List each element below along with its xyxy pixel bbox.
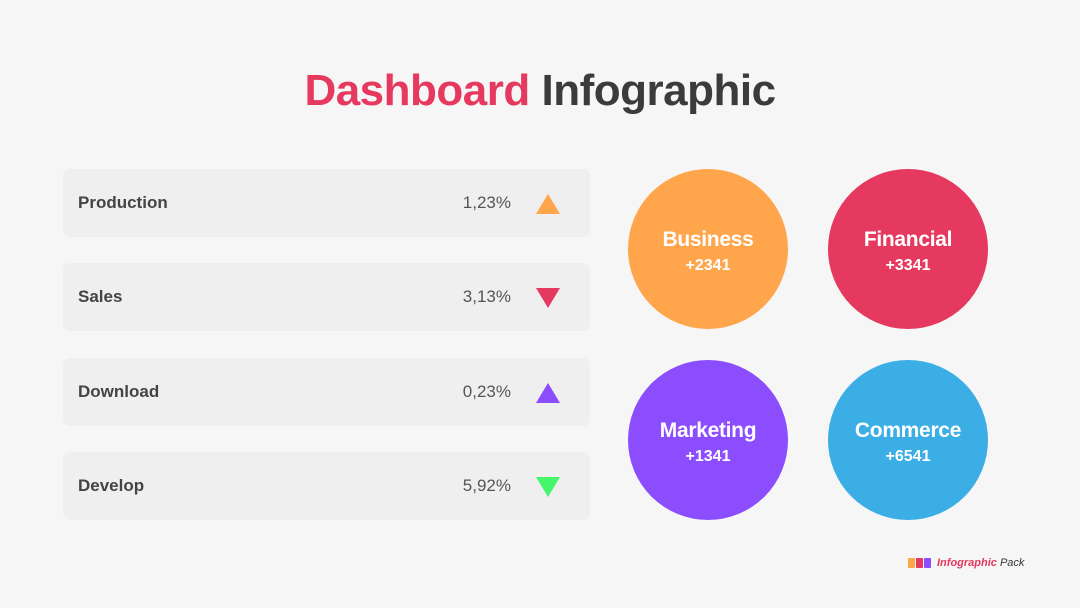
circle-value: +1341 bbox=[685, 448, 731, 465]
circle-name: Commerce bbox=[854, 419, 962, 442]
metric-label: Download bbox=[78, 381, 160, 401]
circle-commerce: Commerce +6541 bbox=[828, 360, 988, 520]
triangle-down-icon bbox=[536, 288, 560, 309]
brand-block bbox=[924, 558, 931, 568]
metric-value: 1,23% bbox=[462, 193, 511, 212]
metric-label: Production bbox=[78, 193, 168, 212]
circle-marketing: Marketing +1341 bbox=[628, 360, 788, 520]
arrow-shape bbox=[536, 194, 560, 214]
title-highlight: Dashboard bbox=[304, 66, 530, 115]
metric-row-sales: Sales 3,13% bbox=[63, 263, 590, 332]
circle-name: Financial bbox=[863, 228, 953, 251]
arrow-shape bbox=[536, 476, 560, 497]
brand-blocks-icon bbox=[908, 558, 931, 568]
title-rest: Infographic bbox=[541, 66, 777, 115]
metric-row-download: Download 0,23% bbox=[63, 357, 590, 426]
circle-value: +3341 bbox=[885, 257, 931, 274]
arrow-shape bbox=[536, 382, 560, 403]
brand-logo: Infographic Pack bbox=[908, 556, 1024, 570]
circle-value: +2341 bbox=[685, 257, 731, 274]
metric-row-production: Production 1,23% bbox=[63, 169, 590, 237]
circle-value: +6541 bbox=[885, 448, 931, 465]
metrics-list: Production 1,23% Sales 3,13% Download 0,… bbox=[63, 169, 590, 546]
circle-name: Marketing bbox=[659, 419, 757, 442]
brand-block bbox=[908, 558, 915, 568]
metric-value: 5,92% bbox=[462, 475, 511, 495]
page-title: Dashboard Infographic bbox=[0, 66, 1080, 116]
circle-business: Business +2341 bbox=[628, 169, 788, 329]
triangle-up-icon bbox=[536, 194, 560, 214]
metric-label: Sales bbox=[78, 287, 123, 307]
brand-name: Infographic bbox=[937, 557, 997, 569]
metric-row-develop: Develop 5,92% bbox=[63, 451, 590, 520]
metric-value: 3,13% bbox=[462, 287, 511, 307]
triangle-down-icon bbox=[536, 476, 560, 497]
metric-label: Develop bbox=[78, 475, 145, 495]
brand-block bbox=[916, 558, 923, 568]
brand-suffix: Pack bbox=[999, 557, 1025, 569]
brand-text: Infographic Pack bbox=[937, 557, 1024, 569]
metric-value: 0,23% bbox=[462, 381, 511, 401]
triangle-up-icon bbox=[536, 382, 560, 403]
circle-name: Business bbox=[662, 228, 754, 251]
arrow-shape bbox=[536, 288, 560, 309]
circle-financial: Financial +3341 bbox=[828, 169, 988, 329]
